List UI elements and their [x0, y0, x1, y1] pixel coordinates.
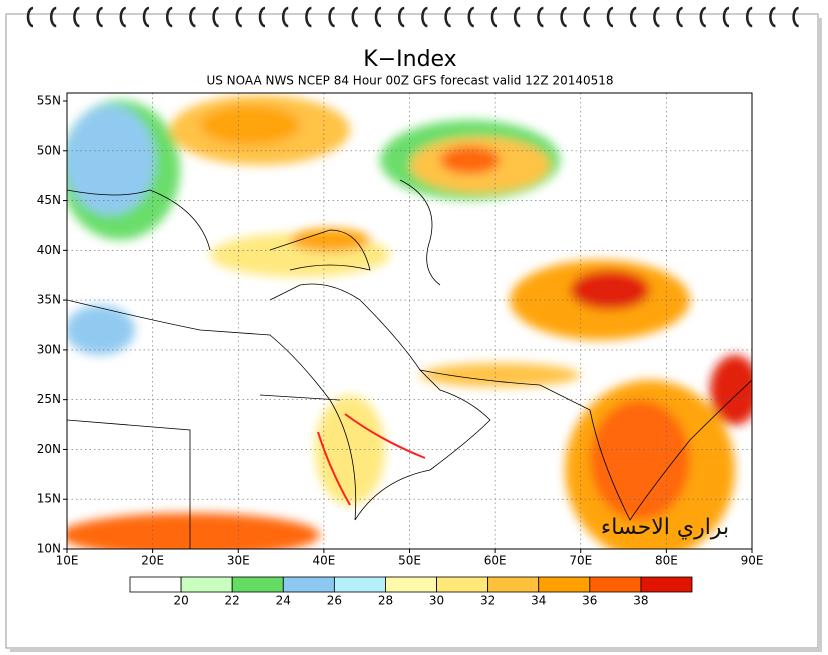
colorbar-label: 34 [531, 594, 546, 608]
binding-ring [26, 6, 34, 28]
colorbar-box [589, 576, 642, 593]
colorbar-label: 26 [327, 594, 342, 608]
paper-shadow [10, 648, 822, 652]
binding-ring [49, 6, 57, 28]
title: K−Index [363, 47, 456, 72]
colorbar-box [231, 576, 284, 593]
binding-ring [212, 6, 219, 28]
lon-label: 20E [141, 554, 164, 568]
lon-label: 60E [484, 554, 507, 568]
colorbar-label: 38 [633, 594, 648, 608]
lon-label: 80E [655, 554, 678, 568]
binding-ring [537, 6, 544, 28]
watermark: براري الاحساء [601, 515, 729, 540]
binding-ring [189, 6, 196, 28]
lat-label: 20N [37, 442, 61, 456]
lon-label: 50E [398, 554, 421, 568]
binding-ring [513, 6, 521, 28]
lat-label: 25N [37, 392, 61, 406]
binding-ring [745, 6, 753, 28]
binding-ring [258, 6, 266, 28]
colorbar-box [436, 576, 489, 593]
lat-label: 40N [37, 243, 61, 257]
binding-ring [699, 6, 707, 28]
colorbar-label: 24 [276, 594, 291, 608]
binding-ring [119, 6, 127, 28]
binding-ring [676, 6, 683, 28]
colorbar-box [385, 576, 437, 593]
colorbar-box [487, 576, 540, 593]
subtitle: US NOAA NWS NCEP 84 Hour 00Z GFS forecas… [206, 74, 613, 88]
colorbar-label: 30 [429, 594, 444, 608]
binding-ring [560, 6, 567, 28]
colorbar-box [129, 576, 182, 593]
colorbar-box [538, 576, 591, 593]
binding-ring [281, 6, 289, 28]
colorbar-box [180, 576, 233, 593]
colorbar-label: 32 [480, 594, 495, 608]
binding-ring [606, 6, 614, 28]
lon-label: 10E [56, 554, 79, 568]
lat-label: 50N [37, 143, 61, 157]
lon-label: 90E [741, 554, 764, 568]
binding-ring [722, 6, 730, 28]
binding-ring [235, 6, 243, 28]
binding-ring [397, 6, 405, 28]
binding-ring [374, 6, 382, 28]
binding-ring [73, 6, 80, 28]
binding-ring [629, 6, 637, 28]
binding-ring [142, 6, 150, 28]
colorbar-box [640, 576, 693, 593]
binding-ring [653, 6, 660, 28]
binding-ring [421, 6, 428, 28]
lat-label: 30N [37, 342, 61, 356]
lon-label: 70E [569, 554, 592, 568]
lat-label: 10N [37, 542, 61, 556]
colorbar-label: 36 [582, 594, 597, 608]
colorbar-box [282, 576, 335, 593]
binding-ring [490, 6, 498, 28]
binding-ring [444, 6, 451, 28]
colorbar-label: 28 [378, 594, 393, 608]
binding-rings [26, 6, 799, 28]
lon-label: 40E [312, 554, 335, 568]
colorbar-label: 22 [225, 594, 240, 608]
map-field [67, 93, 752, 549]
binding-ring [305, 6, 312, 28]
binding-ring [96, 6, 103, 28]
lon-label: 30E [227, 554, 250, 568]
colorbar-box [333, 576, 386, 593]
lat-label: 35N [37, 293, 61, 307]
binding-ring [165, 6, 173, 28]
paper-shadow [818, 18, 822, 650]
binding-ring [792, 6, 799, 28]
lat-label: 45N [37, 193, 61, 207]
binding-ring [467, 6, 475, 28]
binding-ring [351, 6, 359, 28]
lat-label: 55N [37, 94, 61, 108]
colorbar-label: 20 [173, 594, 188, 608]
lat-label: 15N [37, 492, 61, 506]
binding-ring [583, 6, 591, 28]
binding-ring [769, 6, 776, 28]
binding-ring [328, 6, 335, 28]
